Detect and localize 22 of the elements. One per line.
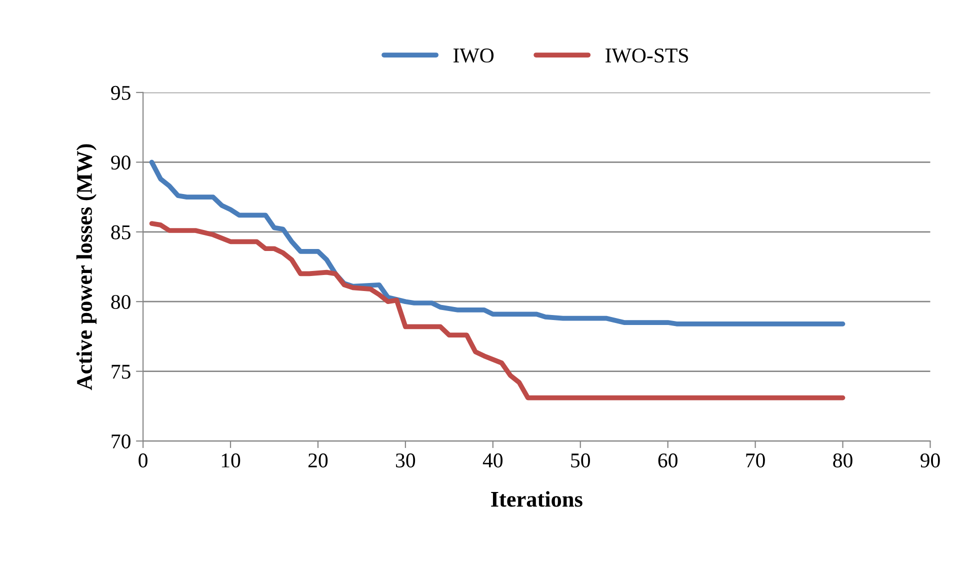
x-tick-label: 90 — [920, 453, 940, 468]
x-tick-label: 50 — [571, 453, 590, 468]
x-tick-label: 10 — [222, 453, 240, 468]
x-tick-label: 60 — [658, 453, 678, 468]
y-axis-title: Active power losses (MW) — [76, 144, 97, 390]
x-tick-label: 40 — [482, 453, 503, 468]
legend-label: IWO-STS — [606, 48, 688, 63]
y-tick-label: 80 — [111, 294, 130, 310]
y-tick-label: 85 — [111, 225, 130, 240]
y-tick-label: 75 — [112, 364, 130, 379]
x-tick-label: 0 — [138, 453, 148, 468]
line-series — [149, 160, 846, 326]
x-tick-label: 30 — [396, 453, 416, 468]
line-series — [149, 221, 846, 400]
y-tick-label: 70 — [112, 434, 130, 448]
x-tick-label: 20 — [308, 453, 328, 468]
y-tick-label: 90 — [111, 156, 130, 170]
x-tick-label: 70 — [746, 453, 765, 468]
legend-label: IWO — [453, 48, 494, 63]
x-tick-label: 80 — [833, 453, 852, 468]
y-tick-label: 95 — [111, 86, 130, 100]
x-axis-title: Iterations — [491, 491, 582, 507]
